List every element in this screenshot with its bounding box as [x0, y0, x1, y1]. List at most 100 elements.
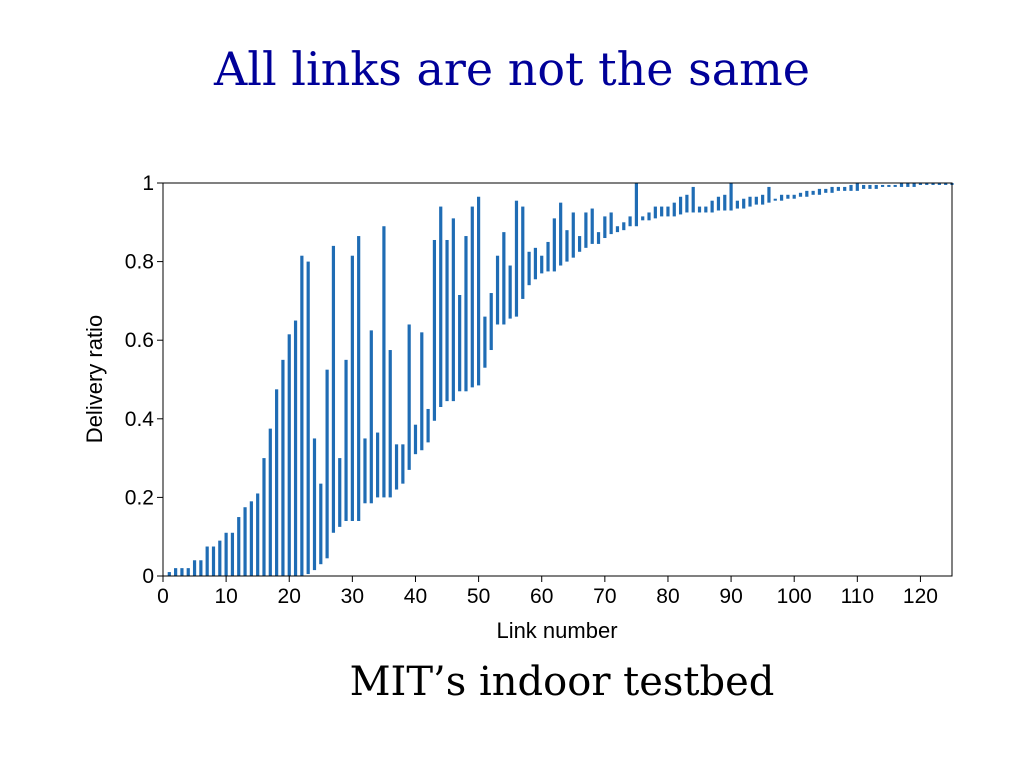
link-bar [843, 186, 847, 191]
link-bar [287, 334, 291, 576]
plot-frame [162, 182, 953, 577]
link-bar [754, 196, 758, 205]
link-bar [729, 183, 733, 211]
y-tick-label: 1 [142, 172, 154, 195]
link-bar [899, 183, 904, 187]
y-tick-label: 0.2 [125, 486, 154, 509]
link-bar [470, 206, 474, 388]
x-tick-label: 50 [467, 585, 490, 608]
link-bar [369, 330, 373, 504]
link-bar [742, 198, 746, 209]
link-bar [874, 184, 878, 189]
link-bar [565, 230, 569, 262]
link-bar [508, 265, 512, 319]
link-bar [880, 184, 885, 187]
link-bar [868, 184, 872, 189]
link-bar [691, 186, 695, 213]
link-bar [697, 206, 702, 213]
link-bar [710, 200, 714, 213]
x-tick-label: 0 [157, 585, 169, 608]
link-bar [817, 188, 822, 195]
link-bar [451, 218, 455, 402]
link-bar [249, 501, 253, 576]
link-bar [685, 194, 689, 213]
link-bar [426, 408, 430, 443]
link-bar [571, 212, 575, 258]
link-bar [931, 183, 935, 185]
link-bar [180, 568, 184, 576]
link-bar [363, 438, 367, 504]
x-tick-label: 10 [214, 585, 237, 608]
link-bar [394, 444, 399, 490]
y-tick-label: 0.6 [125, 329, 154, 352]
link-bar [293, 320, 298, 576]
slide-title: All links are not the same [214, 42, 810, 96]
link-bar [944, 183, 948, 185]
link-bar [596, 232, 601, 244]
link-bar [584, 212, 588, 248]
link-bar [262, 458, 266, 576]
link-bar [502, 232, 506, 325]
link-bar [458, 295, 462, 392]
link-bar [401, 444, 405, 484]
link-bar [811, 190, 815, 195]
x-tick-label: 90 [719, 585, 742, 608]
link-bar [849, 184, 853, 191]
link-bar [376, 432, 380, 498]
link-bar [495, 255, 500, 325]
link-bar [577, 236, 582, 252]
link-bar [224, 532, 228, 576]
link-bar [218, 540, 222, 576]
link-bar [445, 239, 449, 402]
y-axis-label: Delivery ratio [82, 315, 107, 443]
link-bar [773, 198, 777, 201]
link-bar [540, 255, 544, 274]
link-bar [275, 389, 279, 576]
bar-group [167, 183, 954, 577]
link-bar [199, 560, 203, 576]
link-bar [477, 196, 481, 386]
link-bar [672, 202, 676, 217]
link-bar [912, 183, 916, 187]
link-bar [552, 218, 556, 272]
link-bar [186, 568, 190, 576]
link-bar [237, 517, 241, 576]
y-tick-label: 0 [142, 565, 154, 588]
link-bar [521, 206, 525, 299]
link-bar [338, 458, 342, 527]
x-tick-label: 110 [841, 585, 874, 608]
link-bar [559, 202, 563, 266]
x-tick-label: 20 [278, 585, 301, 608]
x-tick-label: 80 [656, 585, 679, 608]
link-bar [937, 183, 941, 185]
link-bar [893, 184, 897, 187]
link-bar [344, 359, 348, 521]
link-bar [634, 183, 638, 227]
link-bar [432, 239, 437, 421]
link-bar [590, 208, 594, 244]
link-bar [836, 186, 840, 191]
link-bar [357, 236, 361, 521]
link-bar [887, 184, 891, 187]
link-bar [489, 293, 493, 351]
link-bar [666, 206, 670, 217]
link-bar [767, 186, 771, 203]
link-bar [798, 192, 803, 197]
link-bar [439, 206, 443, 408]
link-bar [483, 316, 487, 368]
link-bar [300, 255, 304, 576]
link-bar [174, 568, 178, 576]
x-axis-ticks: 0 10 20 30 40 50 60 70 80 90 100 110 120 [157, 576, 938, 608]
link-bar [761, 194, 765, 205]
link-bar [824, 188, 828, 193]
link-bar [723, 194, 727, 211]
link-bar [382, 226, 386, 498]
x-axis-label: Link number [496, 618, 617, 643]
link-bar [615, 226, 620, 233]
link-bar [647, 212, 651, 221]
link-bar [268, 428, 272, 577]
link-bar [735, 200, 739, 209]
link-bar [906, 183, 910, 187]
x-tick-label: 70 [593, 585, 616, 608]
link-bar [830, 186, 834, 193]
